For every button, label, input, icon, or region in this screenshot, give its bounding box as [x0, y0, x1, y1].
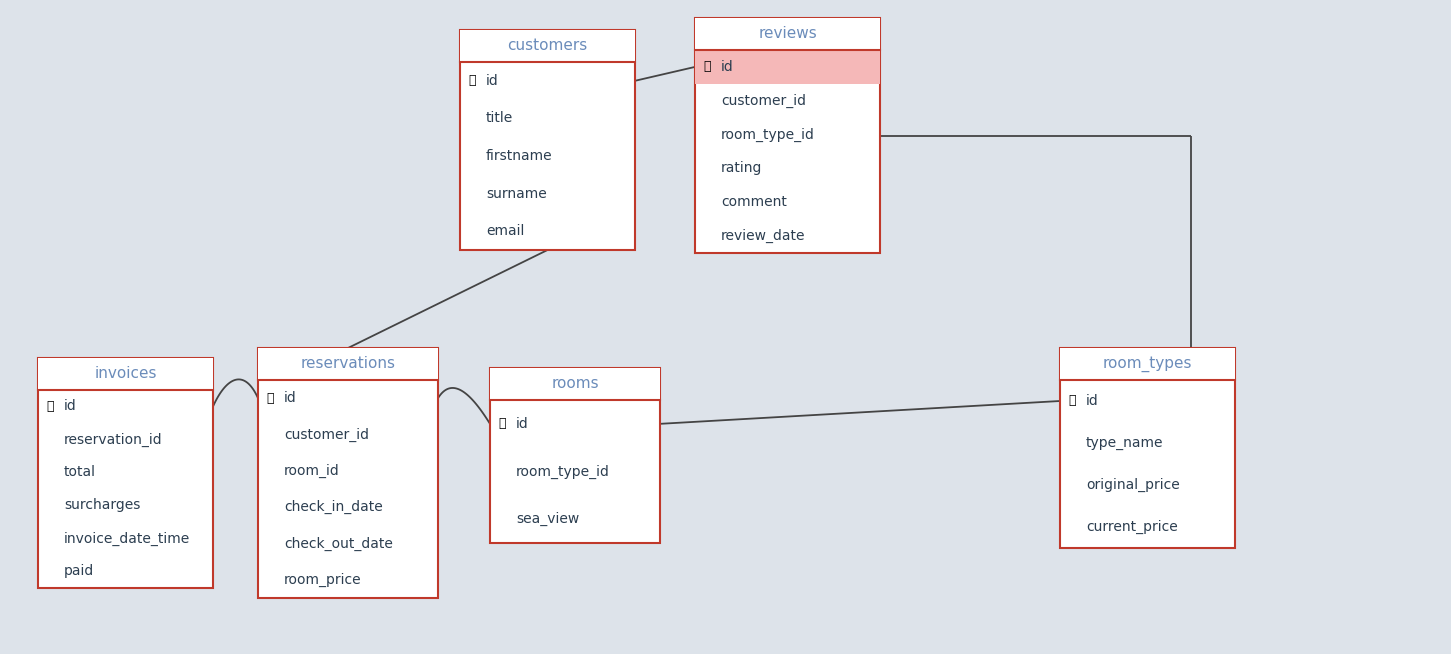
Text: sea_view: sea_view [517, 512, 579, 526]
Text: invoices: invoices [94, 366, 157, 381]
Text: comment: comment [721, 196, 786, 209]
Text: room_price: room_price [284, 573, 361, 587]
Text: rooms: rooms [551, 377, 599, 392]
Text: reservations: reservations [300, 356, 396, 371]
Text: id: id [721, 60, 734, 74]
Text: invoice_date_time: invoice_date_time [64, 532, 190, 545]
Text: surcharges: surcharges [64, 498, 141, 513]
Text: 🔑: 🔑 [1068, 394, 1075, 407]
Text: customer_id: customer_id [284, 428, 369, 441]
Text: rating: rating [721, 162, 762, 175]
Text: room_id: room_id [284, 464, 340, 478]
Text: id: id [1085, 394, 1098, 408]
Text: email: email [486, 224, 524, 238]
Text: reservation_id: reservation_id [64, 432, 163, 447]
Bar [460, 30, 636, 62]
Text: type_name: type_name [1085, 436, 1164, 450]
Bar [490, 368, 660, 543]
Text: 🔑: 🔑 [266, 392, 274, 405]
Text: paid: paid [64, 564, 94, 579]
Text: 🔑: 🔑 [469, 75, 476, 87]
Bar [490, 368, 660, 400]
Text: surname: surname [486, 186, 547, 201]
Text: reviews: reviews [757, 27, 817, 41]
Bar [258, 348, 438, 598]
Text: id: id [284, 391, 297, 405]
Text: room_type_id: room_type_id [517, 464, 609, 479]
Text: total: total [64, 466, 96, 479]
Text: room_types: room_types [1103, 356, 1193, 372]
Text: customers: customers [508, 39, 588, 54]
Text: id: id [64, 400, 77, 413]
Text: room_type_id: room_type_id [721, 128, 815, 142]
Text: id: id [517, 417, 528, 431]
Bar [258, 348, 438, 380]
Text: original_price: original_price [1085, 478, 1180, 492]
Text: firstname: firstname [486, 149, 553, 163]
Bar [460, 30, 636, 250]
Text: check_in_date: check_in_date [284, 500, 383, 514]
Text: review_date: review_date [721, 229, 805, 243]
Bar [1061, 348, 1235, 380]
Text: id: id [486, 74, 499, 88]
Text: 🔑: 🔑 [46, 400, 54, 413]
Text: 🔑: 🔑 [498, 417, 506, 430]
Bar [38, 358, 213, 588]
Text: check_out_date: check_out_date [284, 536, 393, 551]
Text: customer_id: customer_id [721, 94, 805, 108]
Text: title: title [486, 111, 514, 126]
Bar [38, 358, 213, 390]
Bar [695, 18, 879, 50]
Bar [695, 18, 879, 253]
Bar [695, 50, 879, 84]
Text: 🔑: 🔑 [704, 60, 711, 73]
Bar [1061, 348, 1235, 548]
Text: current_price: current_price [1085, 520, 1178, 534]
